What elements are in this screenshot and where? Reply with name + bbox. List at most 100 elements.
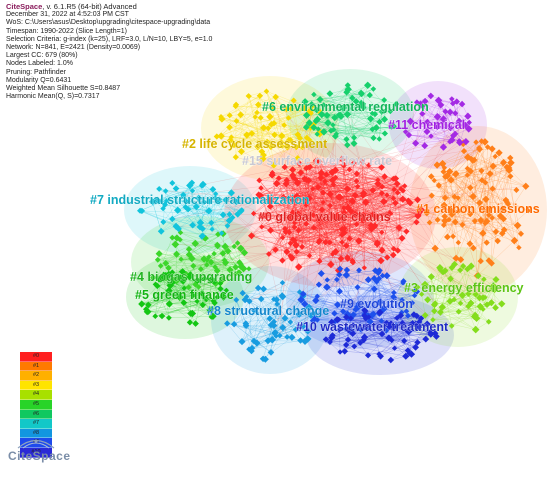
network-node[interactable] xyxy=(188,254,196,263)
network-node[interactable] xyxy=(436,183,442,189)
network-node[interactable] xyxy=(462,121,469,129)
network-node[interactable] xyxy=(389,124,395,130)
network-node[interactable] xyxy=(344,85,352,94)
network-node[interactable] xyxy=(351,343,358,350)
network-node[interactable] xyxy=(302,201,310,208)
network-node[interactable] xyxy=(354,303,361,310)
network-node[interactable] xyxy=(492,153,498,160)
network-node[interactable] xyxy=(329,176,336,184)
network-node[interactable] xyxy=(206,254,212,260)
network-node[interactable] xyxy=(310,186,316,192)
network-node[interactable] xyxy=(395,224,403,232)
network-node[interactable] xyxy=(330,122,336,128)
network-node[interactable] xyxy=(284,334,290,340)
network-node[interactable] xyxy=(299,323,307,330)
network-node[interactable] xyxy=(462,138,470,146)
network-node[interactable] xyxy=(215,198,223,205)
network-node[interactable] xyxy=(200,255,208,263)
network-node[interactable] xyxy=(138,207,146,215)
network-node[interactable] xyxy=(326,90,334,97)
network-node[interactable] xyxy=(427,273,435,281)
network-node[interactable] xyxy=(472,291,479,298)
network-node[interactable] xyxy=(152,313,159,319)
network-node[interactable] xyxy=(226,211,233,218)
network-node[interactable] xyxy=(426,219,433,226)
network-node[interactable] xyxy=(488,259,495,267)
network-node[interactable] xyxy=(263,88,270,95)
network-node[interactable] xyxy=(295,310,303,318)
network-node[interactable] xyxy=(321,102,327,108)
network-node[interactable] xyxy=(275,175,282,182)
network-node[interactable] xyxy=(517,230,524,237)
network-node[interactable] xyxy=(272,246,279,253)
network-node[interactable] xyxy=(384,192,390,198)
network-node[interactable] xyxy=(285,136,293,144)
network-node[interactable] xyxy=(352,98,360,105)
network-node[interactable] xyxy=(351,134,358,141)
network-node[interactable] xyxy=(406,117,415,126)
network-node[interactable] xyxy=(446,108,454,116)
network-node[interactable] xyxy=(440,201,448,209)
network-node[interactable] xyxy=(416,209,423,216)
cluster-label-10[interactable]: #10 wastewater treatment xyxy=(296,320,449,334)
network-node[interactable] xyxy=(288,105,294,112)
network-node[interactable] xyxy=(278,292,286,299)
network-node[interactable] xyxy=(173,277,181,285)
cluster-label-6[interactable]: #6 environmental regulation xyxy=(262,100,429,114)
network-node[interactable] xyxy=(391,345,398,351)
network-node[interactable] xyxy=(281,122,288,128)
network-node[interactable] xyxy=(471,156,478,164)
network-node[interactable] xyxy=(492,228,500,235)
network-node[interactable] xyxy=(239,264,248,273)
network-node[interactable] xyxy=(289,166,297,174)
network-node[interactable] xyxy=(234,240,241,246)
network-node[interactable] xyxy=(211,299,218,307)
network-node[interactable] xyxy=(250,337,258,345)
network-node[interactable] xyxy=(412,343,419,351)
network-node[interactable] xyxy=(331,310,338,317)
network-node[interactable] xyxy=(292,241,300,249)
network-node[interactable] xyxy=(456,138,464,147)
network-node[interactable] xyxy=(511,237,519,244)
network-node[interactable] xyxy=(419,291,425,297)
network-node[interactable] xyxy=(264,337,272,345)
network-node[interactable] xyxy=(239,207,245,213)
network-node[interactable] xyxy=(221,242,229,251)
network-node[interactable] xyxy=(421,97,429,105)
network-node[interactable] xyxy=(350,322,356,328)
network-node[interactable] xyxy=(248,232,256,240)
network-node[interactable] xyxy=(299,290,307,298)
network-node[interactable] xyxy=(455,117,463,125)
network-node[interactable] xyxy=(224,223,231,229)
network-node[interactable] xyxy=(428,133,434,139)
network-node[interactable] xyxy=(424,296,432,304)
network-node[interactable] xyxy=(180,299,188,306)
network-node[interactable] xyxy=(370,134,377,142)
network-node[interactable] xyxy=(196,218,205,227)
network-node[interactable] xyxy=(171,240,180,249)
network-node[interactable] xyxy=(296,160,303,167)
network-node[interactable] xyxy=(282,180,290,188)
network-node[interactable] xyxy=(198,182,205,189)
network-node[interactable] xyxy=(406,199,414,207)
network-node[interactable] xyxy=(472,314,481,322)
network-node[interactable] xyxy=(378,190,385,197)
network-node[interactable] xyxy=(208,259,215,266)
network-node[interactable] xyxy=(431,307,438,315)
network-node[interactable] xyxy=(430,317,436,323)
network-node[interactable] xyxy=(409,300,416,306)
network-node[interactable] xyxy=(376,351,382,357)
network-node[interactable] xyxy=(301,105,308,112)
network-node[interactable] xyxy=(444,233,451,241)
network-node[interactable] xyxy=(138,300,146,308)
network-node[interactable] xyxy=(349,94,356,102)
network-node[interactable] xyxy=(439,115,448,123)
network-node[interactable] xyxy=(205,207,213,215)
network-node[interactable] xyxy=(447,125,454,132)
network-node[interactable] xyxy=(366,318,374,326)
network-node[interactable] xyxy=(263,138,271,146)
network-node[interactable] xyxy=(175,225,182,233)
network-node[interactable] xyxy=(258,295,265,303)
network-node[interactable] xyxy=(414,196,421,204)
network-node[interactable] xyxy=(343,242,350,249)
